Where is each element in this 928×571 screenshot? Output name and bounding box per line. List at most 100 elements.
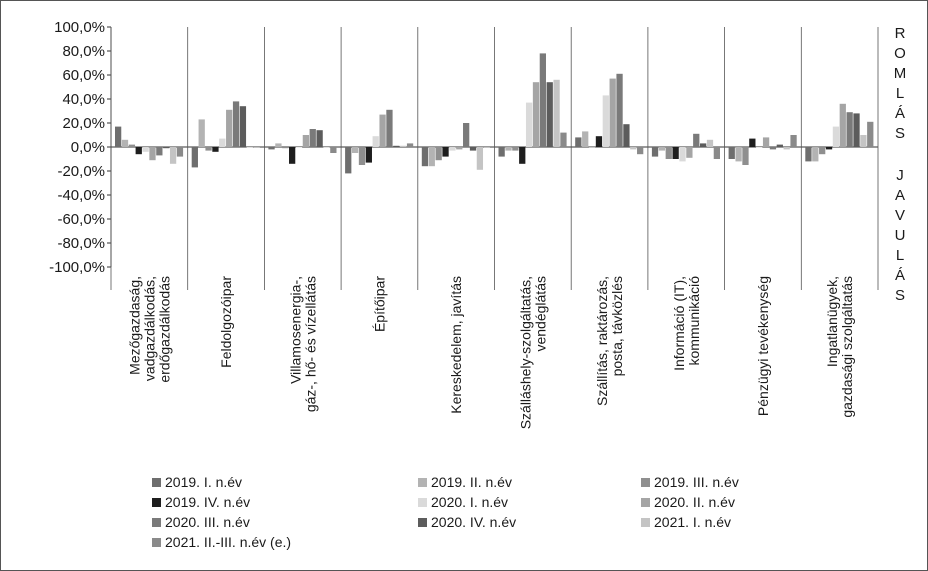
bar <box>449 147 456 151</box>
bar <box>693 133 700 147</box>
bar <box>176 147 184 157</box>
legend-label: 2020. III. n.év <box>165 514 250 530</box>
bar <box>163 147 170 149</box>
legend-item: 2019. II. n.év <box>418 474 512 490</box>
side-label-letter: Á <box>894 105 905 122</box>
bar <box>706 139 714 147</box>
bar <box>819 147 826 155</box>
bar <box>121 139 129 147</box>
side-label-letter: L <box>895 85 905 102</box>
bar <box>602 95 609 147</box>
bar <box>742 147 749 165</box>
bar <box>525 102 533 147</box>
bar <box>169 147 177 164</box>
bar <box>295 147 303 148</box>
legend-label: 2021. II.-III. n.év (e.) <box>165 534 292 550</box>
legend-swatch <box>418 497 427 507</box>
x-category-label: Ingatlanügyek,gazdasági szolgáltatás <box>824 276 855 418</box>
bar <box>532 82 540 147</box>
legend-label: 2020. II. n.év <box>654 494 735 510</box>
legend-swatch <box>418 517 427 527</box>
bar <box>686 147 693 158</box>
legend-item: 2019. IV. n.év <box>152 494 250 510</box>
x-category-label: Mezőgazdaság,vadgazdálkodás,erdőgazdálko… <box>126 276 172 383</box>
legend-swatch <box>641 517 650 527</box>
bar <box>595 136 603 147</box>
bar <box>825 147 833 150</box>
legend-swatch <box>152 477 161 487</box>
side-label-letter: S <box>894 125 905 142</box>
x-category-label: Építőipar <box>371 276 387 332</box>
bar <box>142 147 149 152</box>
bar <box>546 82 553 147</box>
legend-swatch <box>641 477 650 487</box>
x-category-label: Szállítás, raktározás,posta, távközlés <box>594 276 625 406</box>
y-tick-label: 0,0% <box>71 139 105 156</box>
x-category-label: Szálláshely-szolgáltatás,vendéglátás <box>517 276 548 429</box>
bar <box>637 147 644 155</box>
bar <box>289 147 296 164</box>
bar <box>630 147 637 150</box>
legend-item: 2020. I. n.év <box>418 494 508 510</box>
bar <box>386 109 393 147</box>
bar <box>226 109 233 147</box>
legend-swatch <box>152 517 161 527</box>
y-tick-label: 60,0% <box>62 67 105 84</box>
bar <box>553 79 560 147</box>
bar <box>351 147 359 153</box>
bar <box>776 144 783 147</box>
y-tick-label: 100,0% <box>54 19 105 36</box>
bar <box>476 147 484 170</box>
bar <box>345 147 352 174</box>
bar <box>769 147 777 150</box>
y-tick-label: -80,0% <box>57 235 105 252</box>
bars <box>115 53 874 174</box>
bar <box>483 147 490 148</box>
bar <box>658 147 666 151</box>
legend-item: 2020. III. n.év <box>152 514 250 530</box>
legend-label: 2019. I. n.év <box>165 474 243 490</box>
legend-item: 2020. II. n.év <box>641 494 735 510</box>
legend-item: 2020. IV. n.év <box>418 514 516 530</box>
bar <box>191 147 198 168</box>
bar <box>728 147 735 159</box>
bar <box>469 147 477 151</box>
legend-item: 2019. I. n.év <box>152 474 242 490</box>
bar <box>372 136 379 147</box>
bar <box>330 147 337 153</box>
bar <box>832 126 840 147</box>
bar <box>309 129 316 147</box>
side-label-letter: Á <box>894 267 905 284</box>
legend-label: 2019. II. n.év <box>431 474 512 490</box>
side-label-letter: M <box>893 65 907 82</box>
bar <box>135 147 142 155</box>
legend-label: 2020. IV. n.év <box>431 514 517 530</box>
bar <box>805 147 812 162</box>
bar <box>512 147 519 151</box>
bar <box>421 147 429 167</box>
legend-label: 2019. III. n.év <box>654 474 739 490</box>
bar <box>400 145 407 147</box>
x-category-label: Villamosenergia-,gáz-, hő- és vízellátás <box>287 276 318 412</box>
legend-item: 2021. I. n.év <box>641 514 731 530</box>
legend-swatch <box>418 477 427 487</box>
bar <box>582 131 589 147</box>
legend-item: 2019. III. n.év <box>641 474 739 490</box>
y-tick-label: -60,0% <box>57 211 105 228</box>
side-label-letter: S <box>894 287 905 304</box>
bar <box>393 145 400 147</box>
bar <box>253 147 260 148</box>
bar <box>790 135 797 147</box>
x-category-label: Feldolgozóipar <box>218 276 234 368</box>
bar <box>609 78 616 147</box>
side-label-letter: J <box>896 167 904 184</box>
bar <box>316 130 323 147</box>
bar <box>149 147 156 161</box>
y-tick-label: -100,0% <box>49 259 105 276</box>
bar <box>219 138 226 147</box>
bar <box>749 138 756 147</box>
bar <box>456 147 463 150</box>
bar <box>846 112 853 147</box>
